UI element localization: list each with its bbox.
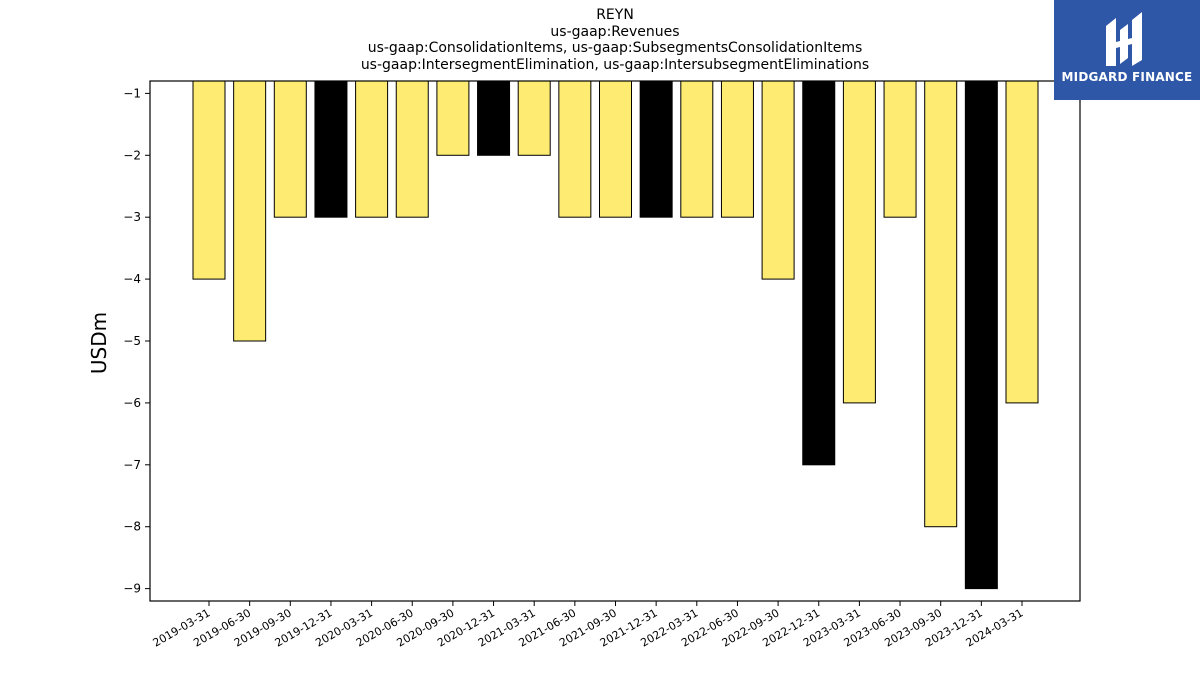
bar: [842, 80, 876, 404]
midgard-logo-icon: [1106, 12, 1142, 66]
y-tick-label: −1: [123, 86, 141, 100]
bar: [720, 80, 754, 218]
logo-text: MIDGARD FINANCE: [1061, 70, 1193, 84]
y-tick-label: −4: [123, 272, 141, 286]
chart-title-line: REYN: [596, 7, 634, 23]
chart-subtitle-line: us-gaap:Revenues: [550, 23, 680, 40]
bar: [1005, 80, 1039, 404]
y-tick-label: −3: [123, 210, 141, 224]
bar: [355, 80, 389, 218]
y-tick-label: −6: [123, 396, 141, 410]
y-tick-label: −8: [123, 520, 141, 534]
bar: [436, 80, 470, 156]
bar: [924, 80, 958, 528]
bar: [477, 80, 511, 156]
bar: [192, 80, 226, 280]
bar: [599, 80, 632, 218]
bar: [517, 80, 551, 156]
bar: [314, 80, 348, 218]
y-tick-label: −5: [123, 334, 141, 348]
chart-title: REYN us-gaap:Revenues us-gaap:Consolidat…: [150, 7, 1080, 73]
y-axis-label: USDm: [87, 312, 111, 374]
bar: [639, 80, 673, 218]
y-tick-label: −7: [123, 458, 141, 472]
y-tick-label: −9: [123, 582, 141, 596]
bar: [233, 80, 267, 342]
bar: [964, 80, 998, 590]
bar: [802, 80, 836, 466]
bar: [761, 80, 795, 280]
midgard-finance-logo: MIDGARD FINANCE: [1054, 0, 1200, 100]
bar: [883, 80, 917, 218]
bar: [680, 80, 714, 218]
bar: [395, 80, 429, 218]
bar: [558, 80, 592, 218]
chart-subtitle-line: us-gaap:IntersegmentElimination, us-gaap…: [360, 56, 870, 73]
bar: [273, 80, 307, 218]
chart-subtitle-line: us-gaap:ConsolidationItems, us-gaap:Subs…: [367, 40, 863, 56]
y-tick-label: −2: [123, 148, 141, 162]
